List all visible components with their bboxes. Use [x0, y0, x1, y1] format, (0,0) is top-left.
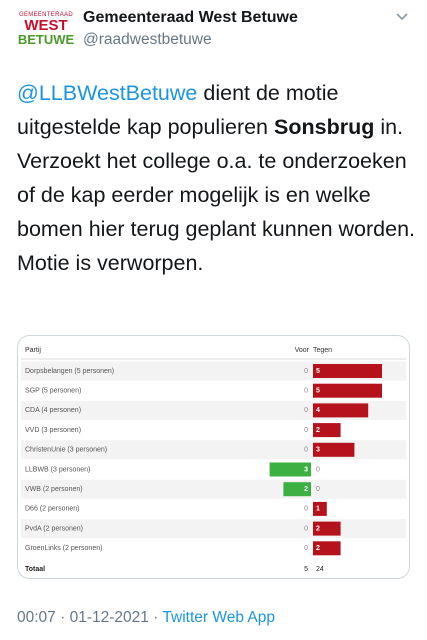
column-header: Tegen: [313, 347, 332, 354]
tegen-bar: [313, 423, 341, 438]
tegen-count: 2: [316, 545, 320, 552]
more-chevron[interactable]: [395, 12, 409, 22]
voor-count: 0: [304, 368, 308, 375]
tegen-bar: [313, 403, 369, 418]
voor-count: 0: [304, 388, 308, 395]
date: 01-12-2021: [69, 609, 149, 626]
tweet-meta: 00:07 · 01-12-2021 · Twitter Web App: [17, 609, 275, 627]
tegen-count: 4: [316, 407, 320, 414]
row-band: [21, 361, 406, 381]
voor-bar: [269, 462, 311, 477]
voor-bar: [283, 482, 311, 497]
tegen-count: 24: [316, 566, 324, 573]
text: dient de motie uitgestelde kap populiere…: [17, 81, 339, 139]
row-band: [21, 440, 406, 460]
voor-count: 2: [304, 486, 308, 493]
tegen-count: 3: [316, 447, 320, 454]
tegen-count: 0: [316, 466, 320, 473]
party-name: CDA (4 personen): [25, 407, 81, 414]
party-name: PvdA (2 personen): [25, 525, 83, 532]
row-band: [21, 400, 406, 420]
tweet-text: @LLBWestBetuwe dient de motie uitgesteld…: [17, 76, 417, 280]
tegen-count: 5: [316, 388, 320, 395]
party-name: ChristenUnie (3 personen): [25, 447, 107, 454]
account-handle[interactable]: @raadwestbetuwe: [83, 31, 212, 48]
party-name: D66 (2 personen): [25, 506, 79, 513]
tegen-bar: [313, 541, 341, 556]
column-header: Partij: [25, 347, 41, 354]
mention[interactable]: @LLBWestBetuwe: [17, 81, 198, 105]
tegen-bar: [313, 364, 382, 378]
voor-count: 0: [304, 525, 308, 532]
account-name[interactable]: Gemeenteraad West Betuwe: [83, 9, 298, 26]
voor-count: 0: [304, 447, 308, 454]
voor-count: 0: [304, 427, 308, 434]
separator: ·: [60, 609, 66, 626]
tegen-bar: [313, 383, 382, 398]
text: in. Verzoekt het college o.a. te onderzo…: [17, 115, 416, 275]
party-name: Dorpsbelangen (5 personen): [25, 368, 114, 375]
tegen-count: 5: [316, 368, 320, 375]
party-name: VVD (3 personen): [25, 427, 81, 434]
tegen-bar: [313, 501, 327, 516]
voor-count: 3: [304, 466, 308, 473]
tegen-count: 2: [316, 525, 320, 532]
logo-line: BETUWE: [17, 32, 75, 47]
bold-text: Sonsbrug: [274, 115, 375, 139]
voor-count: 0: [304, 407, 308, 414]
logo-line: GEMEENTERAAD: [19, 12, 73, 18]
party-name: GroenLinks (2 personen): [25, 545, 102, 552]
tegen-bar: [313, 521, 341, 536]
party-name: VWB (2 personen): [25, 486, 83, 493]
tegen-count: 1: [316, 506, 320, 513]
source[interactable]: Twitter Web App: [162, 609, 275, 626]
vote-image[interactable]: Partij Voor Tegen Dorpsbelangen (5 personen…: [17, 335, 410, 579]
logo-line: WEST: [24, 17, 68, 34]
tegen-count: 0: [316, 486, 320, 493]
tegen-count: 2: [316, 427, 320, 434]
voor-count: 0: [304, 545, 308, 552]
logo[interactable]: GEMEENTERAAD WEST BETUWE: [15, 8, 77, 52]
voor-count: 0: [304, 506, 308, 513]
column-header: Voor: [295, 347, 310, 354]
separator: ·: [153, 609, 159, 626]
time: 00:07: [17, 609, 56, 626]
row-band: [21, 519, 406, 539]
party-name: SGP (5 personen): [25, 388, 81, 395]
party-name: LLBWB (3 personen): [25, 466, 90, 473]
total-label: Totaal: [25, 566, 45, 573]
tegen-bar: [313, 442, 355, 457]
voor-count: 5: [304, 566, 308, 573]
